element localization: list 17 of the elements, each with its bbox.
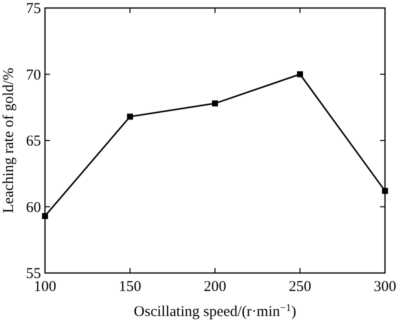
point [297,71,303,78]
x-tick-label: 200 [204,279,226,295]
y-tick-label: 65 [26,134,41,150]
point [382,188,388,194]
y-tick-label: 60 [26,200,41,216]
x-tick-label: 300 [374,279,396,295]
y-axis-title: Leaching rate of gold/% [1,68,17,214]
x-tick-label: 150 [118,279,142,295]
x-axis-title: Oscillating speed/(r·min$^{−1}$) [134,302,296,320]
y-tick-label: 55 [26,266,41,282]
point [42,213,48,220]
x-tick-label: 250 [288,279,312,295]
y-tick-label: 75 [26,1,41,17]
x-tick-label: 100 [34,279,56,295]
y-tick-label: 70 [26,67,41,84]
point [212,100,218,106]
point [127,114,133,120]
